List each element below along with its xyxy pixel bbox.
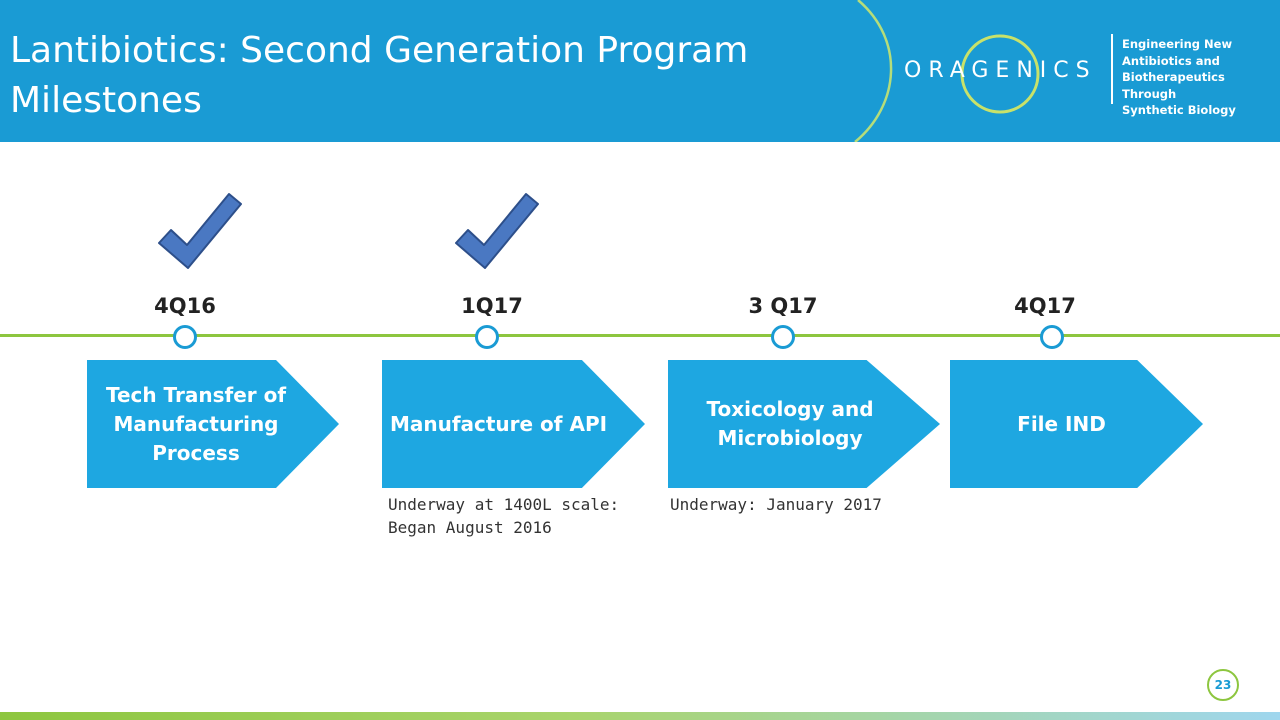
phase-label-line: File IND	[1017, 411, 1106, 436]
quarter-label-4q16: 4Q16	[154, 294, 216, 318]
title-line-1: Lantibiotics: Second Generation Program	[10, 30, 749, 71]
timeline-line	[0, 334, 1280, 337]
phase-label-line: Manufacture of API	[389, 411, 608, 436]
tagline-line: Biotherapeutics Through	[1122, 70, 1225, 101]
tagline-line: Engineering New	[1122, 37, 1233, 51]
oragenics-logo: ORAGENICS	[900, 28, 1100, 114]
logo-text: ORAGENICS	[904, 58, 1097, 83]
milestone-dot	[1040, 325, 1064, 349]
tagline-line: Synthetic Biology	[1122, 103, 1236, 117]
title-line-2: Milestones	[10, 80, 202, 121]
phase-label-line: Manufacturing	[113, 411, 279, 436]
tagline: Engineering New Antibiotics and Biothera…	[1122, 36, 1272, 119]
note-line: Began August 2016	[388, 518, 552, 537]
phase-label-line: Toxicology and	[706, 397, 874, 421]
phase-label-line: Process	[152, 440, 240, 465]
footer-gradient-bar	[0, 712, 1280, 720]
phase-arrow-tech-transfer: Tech Transfer of Manufacturing Process	[87, 360, 339, 488]
page-title: Lantibiotics: Second Generation Program …	[10, 26, 850, 126]
header-bar: Lantibiotics: Second Generation Program …	[0, 0, 1280, 142]
note-line: Underway at 1400L scale:	[388, 495, 620, 514]
checkmark-icon	[158, 193, 242, 269]
phase-label-line: Tech Transfer of	[105, 382, 287, 407]
milestone-note-toxicology: Underway: January 2017	[670, 493, 882, 516]
checkmark-icon	[455, 193, 539, 269]
phase-arrow-toxicology: Toxicology and Microbiology	[668, 360, 940, 488]
milestone-note-api: Underway at 1400L scale: Began August 20…	[388, 493, 619, 539]
header-swoosh	[854, 0, 893, 142]
logo-ring-icon	[960, 34, 1040, 114]
milestone-dot	[475, 325, 499, 349]
phase-arrow-file-ind: File IND	[950, 360, 1203, 488]
page-number: 23	[1207, 669, 1239, 701]
quarter-label-4q17: 4Q17	[1014, 294, 1076, 318]
milestone-dot	[173, 325, 197, 349]
tagline-line: Antibiotics and	[1122, 53, 1220, 68]
logo-divider	[1111, 34, 1113, 104]
quarter-label-3q17: 3 Q17	[748, 294, 818, 318]
phase-arrow-manufacture-api: Manufacture of API	[382, 360, 645, 488]
phase-label-line: Microbiology	[717, 426, 863, 450]
note-line: Underway: January 2017	[670, 495, 882, 514]
quarter-label-1q17: 1Q17	[461, 294, 523, 318]
milestone-dot	[771, 325, 795, 349]
